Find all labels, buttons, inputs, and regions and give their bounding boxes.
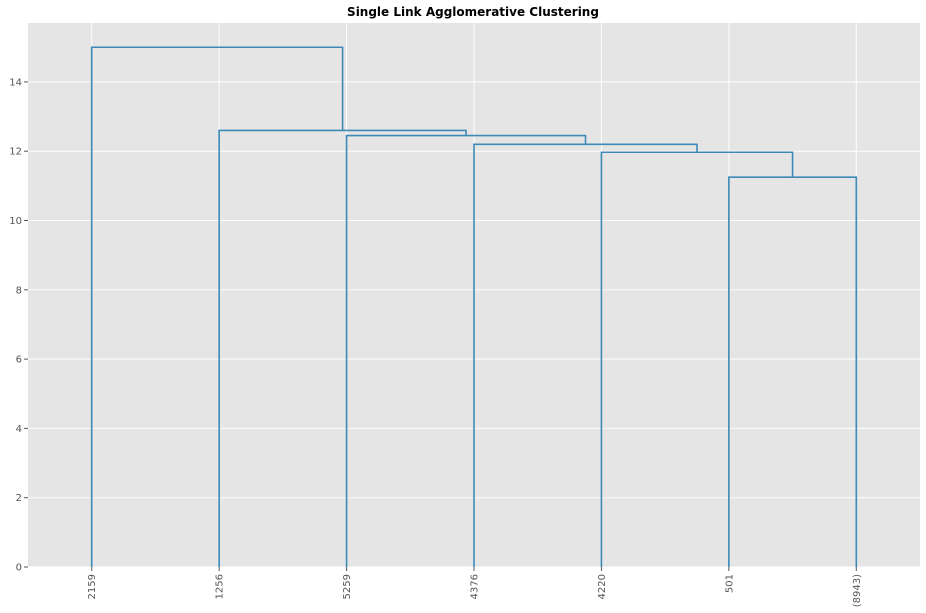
- x-tick-label: 2159: [87, 574, 98, 599]
- dendrogram-link: [473, 143, 698, 567]
- y-tick-label: 8: [16, 285, 22, 296]
- y-tick-label: 6: [16, 355, 22, 366]
- x-tick-label: 1256: [215, 574, 226, 599]
- y-tick-label: 14: [9, 77, 22, 88]
- y-tick-label: 2: [16, 493, 22, 504]
- dendrogram-link: [90, 46, 344, 567]
- y-tick-label: 12: [9, 147, 22, 158]
- x-tick-label: 5259: [342, 574, 353, 599]
- x-tick-label: 501: [724, 574, 735, 593]
- dendrogram-links: [90, 46, 858, 567]
- y-tick-label: 0: [16, 563, 22, 574]
- x-axis-ticks: 2159 1256 5259 4376 4220 501 (8943): [87, 567, 863, 607]
- x-tick-label: (8943): [852, 574, 863, 607]
- x-tick-label: 4220: [597, 574, 608, 599]
- x-tick-label: 4376: [470, 574, 481, 599]
- chart-title: Single Link Agglomerative Clustering: [347, 5, 599, 19]
- y-tick-label: 4: [16, 424, 22, 435]
- y-tick-label: 10: [9, 216, 22, 227]
- y-axis-ticks: 0 2 4 6 8 10 12 14: [9, 77, 28, 574]
